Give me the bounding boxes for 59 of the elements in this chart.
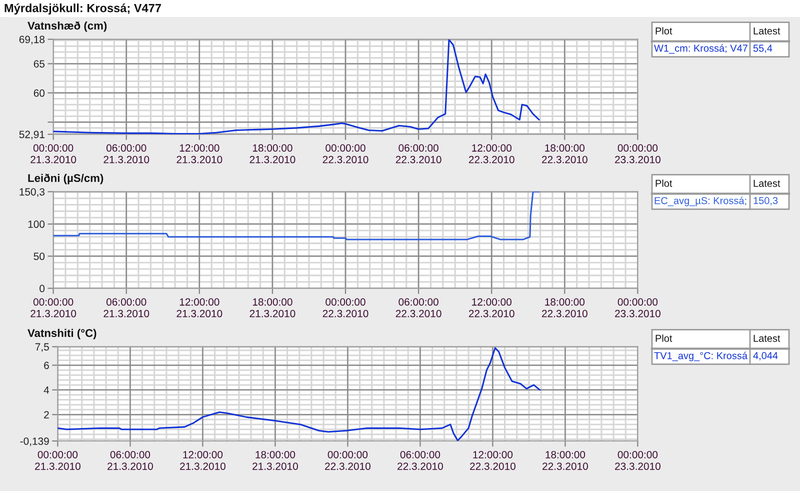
text: TV1_avg_°C: Krossá [654, 352, 748, 362]
y-tick-label: 7,5 [35, 343, 49, 352]
x-tick-label: 00:00:00 22.3.2010 [322, 298, 368, 318]
legend-title: Plot [656, 334, 672, 342]
x-tick-label: 18:00:00 21.3.2010 [250, 144, 296, 164]
x-tick-label: 00:00:00 21.3.2010 [30, 144, 76, 164]
x-tick-label: 00:00:00 21.3.2010 [30, 298, 76, 318]
y-tick-label: 0 [40, 284, 45, 292]
text: 4,044 [753, 352, 778, 360]
y-tick-label: 69,18 [19, 36, 45, 44]
text: Latest [754, 334, 780, 342]
y-tick-label: 60 [34, 89, 45, 97]
y-tick-label: 150,3 [20, 188, 45, 197]
chart-title: Mýrdalsjökull: Krossá; V477 [4, 3, 161, 15]
legend-title: Plot [656, 27, 672, 34]
x-tick-label: 06:00:00 22.3.2010 [396, 298, 442, 318]
x-tick-label: 00:00:00 22.3.2010 [322, 144, 368, 164]
x-tick-label: 18:00:00 22.3.2010 [542, 450, 588, 470]
x-tick-label: 06:00:00 22.3.2010 [398, 450, 443, 470]
y-axis-title: Vatnshiti (°C) [28, 328, 96, 340]
text: W1_cm: Krossá; V47 [654, 44, 748, 54]
x-tick-label: 18:00:00 22.3.2010 [542, 144, 588, 164]
y-axis-title: Vatnshæð (cm) [28, 21, 107, 32]
text: Latest [754, 28, 780, 34]
text: 55,4 [753, 44, 772, 53]
x-tick-label: 12:00:00 21.3.2010 [176, 144, 222, 164]
x-tick-label: 00:00:00 23.3.2010 [615, 450, 660, 470]
x-tick-label: 00:00:00 23.3.2010 [615, 298, 660, 318]
text: EC_avg_µS: Krossá; [654, 196, 746, 206]
legend-title: Plot [656, 180, 672, 187]
x-tick-label: 06:00:00 22.3.2010 [396, 144, 442, 164]
x-tick-label: 12:00:00 21.3.2010 [180, 450, 226, 470]
x-tick-label: 18:00:00 22.3.2010 [542, 298, 588, 318]
line-series [58, 347, 541, 441]
text: 150,3 [754, 197, 778, 206]
x-tick-label: 00:00:00 22.3.2010 [325, 450, 370, 470]
x-tick-label: 00:00:00 23.3.2010 [615, 144, 660, 164]
y-axis-title: Leiðni (µS/cm) [28, 174, 104, 184]
x-tick-label: 00:00:00 21.3.2010 [35, 450, 80, 470]
y-tick-label: -0,139 [20, 438, 49, 446]
text: Latest [754, 180, 780, 187]
x-tick-label: 06:00:00 21.3.2010 [108, 450, 153, 470]
y-tick-label: 52,91 [19, 130, 44, 140]
y-tick-label: 4 [44, 386, 50, 394]
y-tick-label: 6 [44, 362, 49, 370]
line-series [53, 39, 540, 134]
x-tick-label: 12:00:00 22.3.2010 [468, 144, 514, 164]
x-tick-label: 12:00:00 21.3.2010 [176, 298, 222, 318]
x-tick-label: 18:00:00 21.3.2010 [250, 298, 296, 318]
x-tick-label: 18:00:00 21.3.2010 [252, 450, 298, 470]
x-tick-label: 12:00:00 22.3.2010 [468, 298, 514, 318]
x-tick-label: 06:00:00 21.3.2010 [104, 298, 150, 318]
y-tick-label: 50 [34, 252, 45, 260]
x-tick-label: 06:00:00 21.3.2010 [104, 144, 150, 164]
y-tick-label: 65 [34, 60, 45, 68]
y-tick-label: 100 [28, 220, 45, 228]
y-tick-label: 2 [44, 411, 49, 418]
x-tick-label: 12:00:00 22.3.2010 [470, 450, 516, 470]
line-series [53, 192, 540, 240]
